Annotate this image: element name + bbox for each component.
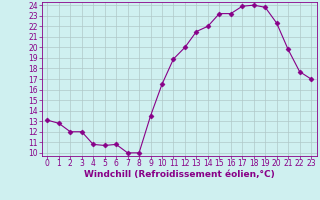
X-axis label: Windchill (Refroidissement éolien,°C): Windchill (Refroidissement éolien,°C) bbox=[84, 170, 275, 179]
